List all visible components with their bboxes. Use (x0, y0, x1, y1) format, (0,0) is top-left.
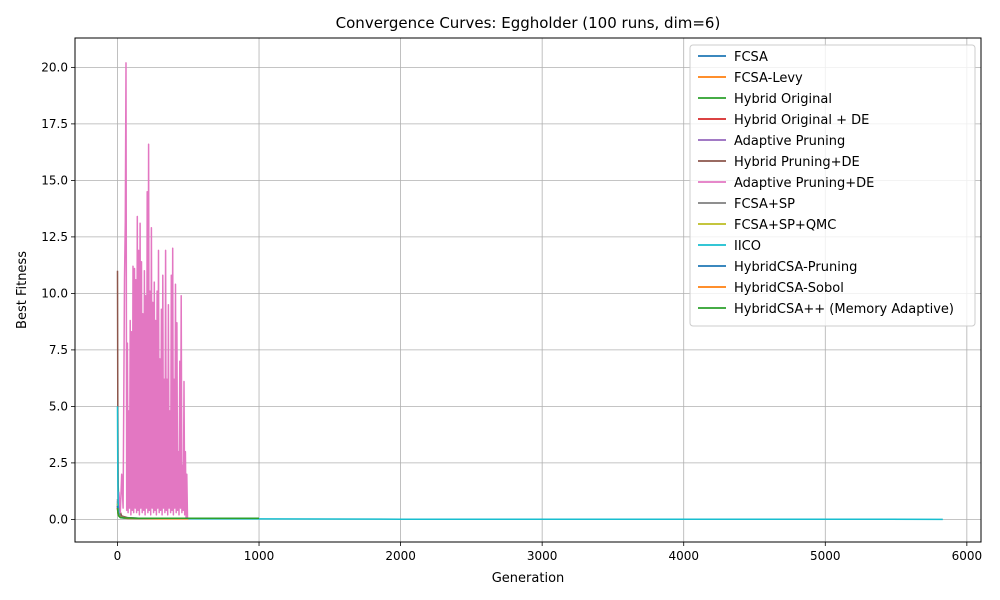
plot-frame (74, 37, 982, 543)
y-tick-label: 5.0 (49, 399, 68, 413)
x-tick-label: 2000 (385, 549, 416, 563)
y-tick-label: 0.0 (49, 512, 68, 526)
x-tick-label: 6000 (952, 549, 983, 563)
x-axis-label: Generation (492, 571, 565, 586)
chart-title: Convergence Curves: Eggholder (100 runs,… (336, 14, 721, 32)
y-tick-label: 12.5 (41, 230, 68, 244)
series-line-adaptive-pruning-de (116, 62, 189, 520)
legend-label: FCSA (734, 50, 768, 65)
axis-ticks: 0 1000 2000 3000 4000 5000 6000 0.0 2.5 5.0 7.5 10.… (41, 60, 982, 563)
y-tick-label: 20.0 (41, 60, 68, 74)
x-tick-label: 1000 (244, 549, 275, 563)
legend-label: Adaptive Pruning (734, 134, 845, 149)
legend-label: IICO (734, 239, 761, 254)
legend-label: FCSA-Levy (734, 71, 803, 86)
y-tick-label: 2.5 (49, 456, 68, 470)
legend-label: Hybrid Original (734, 92, 832, 107)
legend-label: FCSA+SP (734, 197, 795, 212)
legend-label: Hybrid Pruning+DE (734, 155, 860, 170)
y-tick-label: 15.0 (41, 173, 68, 187)
legend-label: HybridCSA-Pruning (734, 260, 857, 275)
legend-label: HybridCSA++ (Memory Adaptive) (734, 302, 954, 317)
x-tick-label: 4000 (668, 549, 699, 563)
x-tick-label: 3000 (527, 549, 558, 563)
y-tick-label: 7.5 (49, 343, 68, 357)
y-tick-label: 17.5 (41, 117, 68, 131)
x-tick-label: 0 (114, 549, 122, 563)
legend-box (689, 44, 976, 327)
x-tick-label: 5000 (810, 549, 841, 563)
series-lines (116, 62, 943, 521)
legend-label: Adaptive Pruning+DE (734, 176, 874, 191)
series-line-hybridcsa-memory-adaptive (116, 508, 259, 520)
legend-label: HybridCSA-Sobol (734, 281, 844, 296)
y-tick-label: 10.0 (41, 286, 68, 300)
legend-label: Hybrid Original + DE (734, 113, 869, 128)
legend: FCSA FCSA-Levy Hybrid Original Hybrid Origi… (689, 44, 976, 327)
y-axis-label: Best Fitness (15, 251, 30, 329)
legend-label: FCSA+SP+QMC (734, 218, 836, 233)
